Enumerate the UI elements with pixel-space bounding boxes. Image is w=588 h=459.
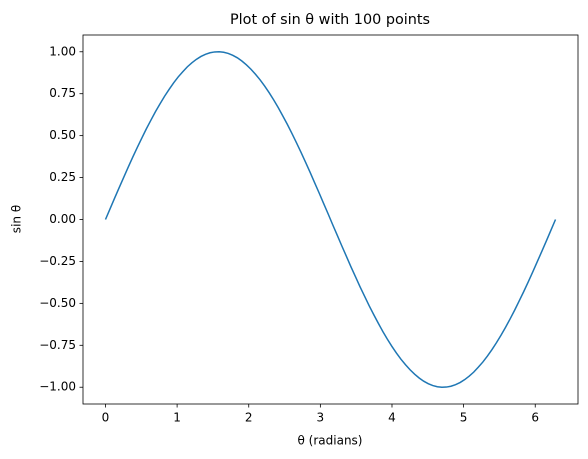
- x-tick-label: 5: [460, 411, 468, 425]
- y-tick-label: 0.25: [49, 170, 76, 184]
- y-tick-label: −1.00: [39, 380, 76, 394]
- x-tick-label: 2: [245, 411, 253, 425]
- x-tick-label: 0: [102, 411, 110, 425]
- y-tick-label: 0.00: [49, 212, 76, 226]
- y-tick-label: 0.75: [49, 86, 76, 100]
- y-tick-label: −0.50: [39, 296, 76, 310]
- y-axis-label: sin θ: [10, 205, 24, 233]
- y-tick-label: 0.50: [49, 128, 76, 142]
- y-tick-label: −0.25: [39, 254, 76, 268]
- x-tick-label: 1: [173, 411, 181, 425]
- chart-title: Plot of sin θ with 100 points: [230, 12, 430, 28]
- x-tick-label: 3: [317, 411, 325, 425]
- line-series: [104, 51, 557, 388]
- y-tick-label: 1.00: [49, 44, 76, 58]
- y-tick-label: −0.75: [39, 338, 76, 352]
- x-tick-label: 4: [388, 411, 396, 425]
- x-axis-label: θ (radians): [298, 434, 363, 448]
- x-tick-label: 6: [531, 411, 539, 425]
